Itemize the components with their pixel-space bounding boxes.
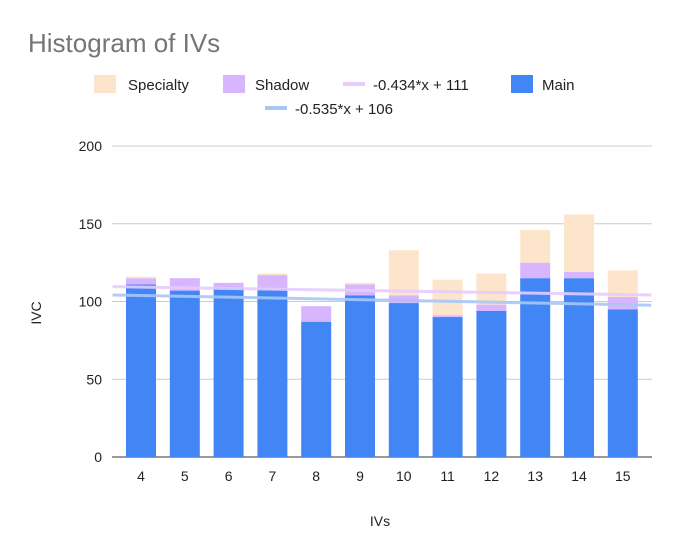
x-tick-label: 8 bbox=[312, 468, 320, 484]
x-tick-label: 6 bbox=[225, 468, 233, 484]
x-tick-label: 9 bbox=[356, 468, 364, 484]
bar-main bbox=[520, 278, 551, 457]
bar-main bbox=[126, 284, 156, 457]
bar-specialty bbox=[126, 276, 156, 279]
y-tick-label: 150 bbox=[79, 216, 103, 232]
bar-specialty bbox=[607, 270, 638, 297]
bar-specialty bbox=[257, 273, 288, 276]
bar-main bbox=[301, 321, 332, 457]
bar-shadow bbox=[432, 315, 463, 318]
bar-main bbox=[607, 309, 638, 457]
x-tick-label: 7 bbox=[269, 468, 277, 484]
trendlines bbox=[112, 285, 652, 307]
legend-swatch-main bbox=[511, 75, 533, 93]
y-tick-label: 50 bbox=[86, 371, 102, 387]
x-axis-label: IVs bbox=[370, 513, 390, 529]
trendline-shadow bbox=[112, 285, 652, 297]
bar-shadow bbox=[520, 262, 551, 279]
x-tick-label: 14 bbox=[571, 468, 587, 484]
x-tick-label: 15 bbox=[615, 468, 631, 484]
y-axis-ticks: 0 50 100 150 200 bbox=[79, 138, 103, 465]
y-axis-label: IVC bbox=[28, 301, 44, 324]
legend-label-trend-shadow: -0.434*x + 111 bbox=[373, 77, 469, 94]
bar-specialty bbox=[476, 273, 507, 305]
legend-swatch-specialty bbox=[94, 75, 116, 93]
legend: Specialty Shadow -0.434*x + 111 Main -0.… bbox=[94, 75, 575, 118]
bars bbox=[126, 214, 638, 457]
bar-shadow bbox=[564, 271, 594, 279]
x-axis-ticks: 4 5 6 7 8 9 10 11 12 13 14 15 bbox=[137, 468, 631, 484]
bar-specialty bbox=[388, 250, 419, 296]
x-tick-label: 10 bbox=[396, 468, 412, 484]
bar-shadow bbox=[257, 275, 288, 290]
bar-main bbox=[432, 317, 463, 457]
bar-specialty bbox=[520, 229, 551, 263]
x-tick-label: 5 bbox=[181, 468, 189, 484]
bar-main bbox=[388, 303, 419, 457]
bar-shadow bbox=[301, 306, 332, 322]
legend-label-trend-main: -0.535*x + 106 bbox=[295, 101, 393, 118]
y-tick-label: 0 bbox=[94, 449, 102, 465]
trendline-main bbox=[112, 293, 652, 307]
y-tick-label: 100 bbox=[79, 294, 103, 310]
bar-main bbox=[345, 295, 375, 457]
x-tick-label: 13 bbox=[527, 468, 543, 484]
bar-shadow bbox=[213, 282, 244, 288]
legend-label-specialty: Specialty bbox=[128, 77, 189, 94]
bar-specialty bbox=[345, 282, 375, 285]
bar-specialty bbox=[564, 214, 594, 272]
bar-shadow bbox=[476, 304, 507, 311]
bar-main bbox=[257, 289, 288, 457]
chart-title: Histogram of IVs bbox=[28, 28, 220, 58]
legend-label-shadow: Shadow bbox=[255, 77, 309, 94]
legend-swatch-shadow bbox=[223, 75, 245, 93]
legend-label-main: Main bbox=[542, 77, 575, 94]
bar-shadow bbox=[126, 278, 156, 285]
x-tick-label: 12 bbox=[484, 468, 500, 484]
x-tick-label: 11 bbox=[440, 468, 455, 484]
bar-main bbox=[476, 310, 507, 457]
bar-main bbox=[169, 290, 200, 457]
bar-specialty bbox=[432, 279, 463, 316]
bar-main bbox=[213, 287, 244, 457]
bar-main bbox=[564, 278, 594, 457]
x-tick-label: 4 bbox=[137, 468, 145, 484]
y-tick-label: 200 bbox=[79, 138, 103, 154]
